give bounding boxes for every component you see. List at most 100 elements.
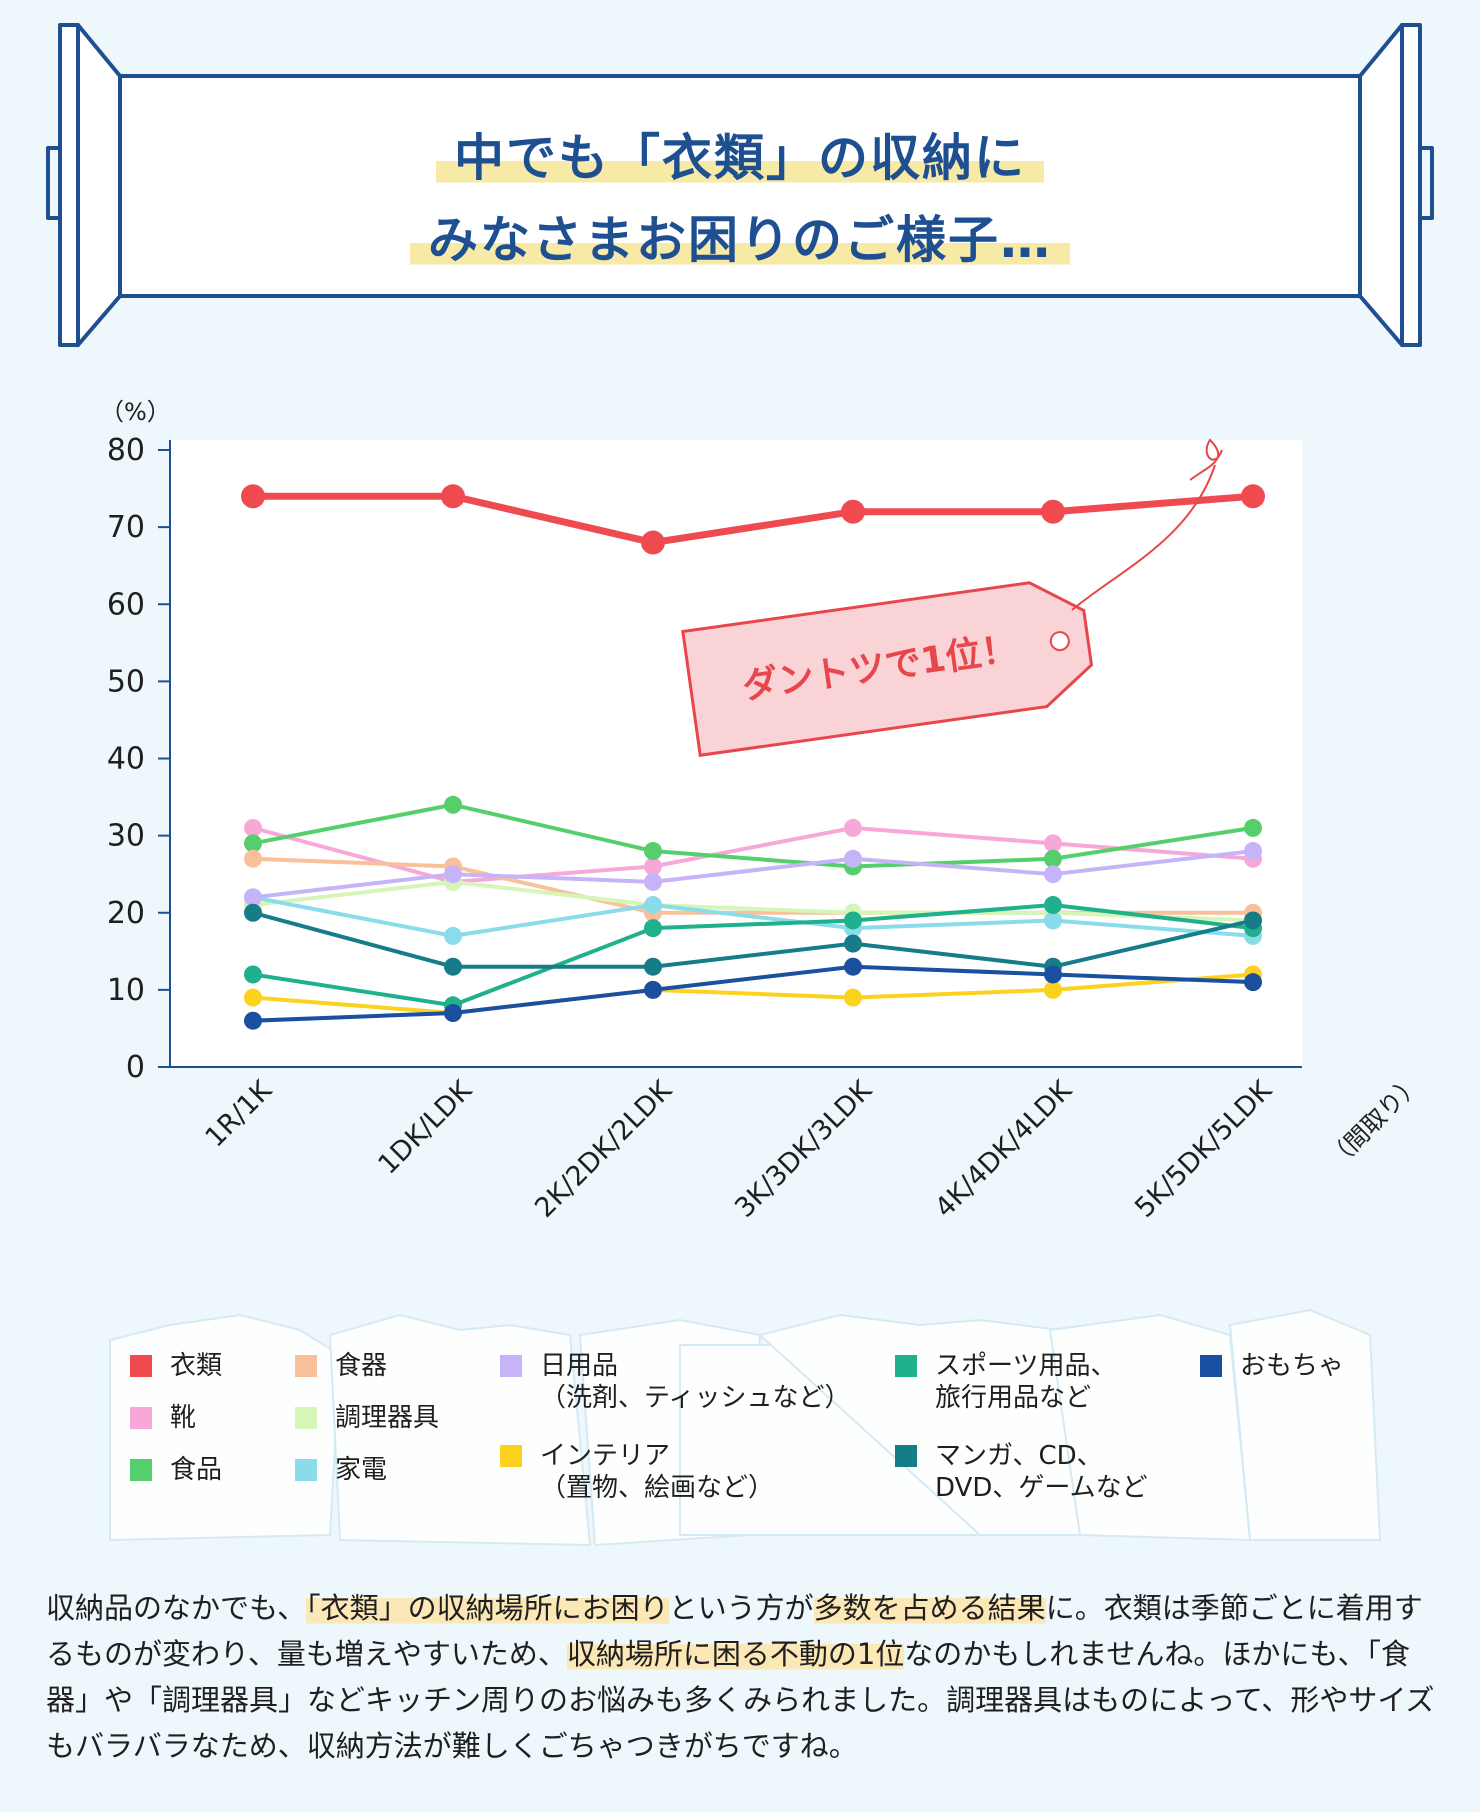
plot-area [170, 440, 1302, 1067]
series-7-point-3 [844, 988, 862, 1007]
legend-item: 調理器具 [295, 1402, 439, 1434]
series-7-point-4 [1044, 980, 1062, 999]
legend-item: スポーツ用品、 旅行用品など [895, 1350, 1116, 1414]
legend-item: 食品 [130, 1454, 222, 1486]
body-text-1: 収納品のなかでも、 [46, 1591, 307, 1625]
tag-shape [681, 581, 1094, 757]
series-line-2 [252, 802, 1254, 869]
legend-label-line1: スポーツ用品、 [935, 1351, 1117, 1381]
series-line-7 [252, 972, 1254, 1016]
legend-label-line1: 家電 [335, 1455, 388, 1485]
series-5-point-4 [1044, 911, 1062, 930]
series-0-point-2 [641, 530, 665, 555]
series-2-point-4 [1044, 849, 1062, 868]
y-tick-label-80: 80 [107, 433, 145, 468]
legend-item: 靴 [130, 1402, 196, 1434]
legend-label-line1: 食品 [170, 1455, 223, 1485]
legend-label: おもちゃ [1240, 1350, 1344, 1382]
legend-item: 日用品 （洗剤、ティッシュなど） [500, 1350, 850, 1414]
legend-label: 家電 [335, 1454, 387, 1486]
legend-label: インテリア （置物、絵画など） [540, 1440, 774, 1504]
body-highlight-1: 「衣類」の収納場所にお困り [306, 1591, 669, 1625]
title-line-1: 中でも「衣類」の収納に [0, 118, 1480, 190]
series-6-point-3 [844, 849, 862, 868]
y-tick-label-70: 70 [107, 510, 145, 545]
y-tick-label-0: 0 [126, 1050, 145, 1085]
body-highlight-2: 多数を占める結果 [813, 1591, 1046, 1625]
series-0-point-3 [841, 499, 865, 524]
series-line-0 [253, 492, 1254, 547]
legend-swatch [130, 1355, 152, 1377]
series-8-point-4 [1044, 896, 1062, 915]
body-text-3: に。衣類は季節ごとに着用するものが変わり、量も増えやすいため、 [46, 1591, 1423, 1671]
series-6-point-5 [1244, 842, 1262, 861]
legend-swatch [130, 1459, 152, 1481]
title-line-2: みなさまお困りのご様子… [0, 200, 1480, 272]
series-10-point-5 [1244, 973, 1262, 992]
series-1-point-3 [844, 818, 862, 837]
legend-label-line1: 食器 [335, 1351, 388, 1381]
series-1-point-0 [244, 818, 262, 837]
title-banner [46, 23, 1434, 347]
series-3-point-0 [244, 849, 262, 868]
legend-label: 調理器具 [335, 1402, 439, 1434]
body-text-4: なのかもしれませんね。ほかにも、「食器」や「調理器具」などキッチン周りのお悩みも… [46, 1637, 1435, 1763]
series-0-point-1 [441, 484, 465, 509]
series-0-point-5 [1241, 484, 1265, 509]
legend-label-line1: インテリア [540, 1441, 671, 1471]
legend-swatch [1200, 1355, 1222, 1377]
legend-item: インテリア （置物、絵画など） [500, 1440, 774, 1504]
legend-swatch [130, 1407, 152, 1429]
x-tick-label-4: 4K/4DK/4LDK [929, 1074, 1079, 1224]
legend-label-line2: （洗剤、ティッシュなど） [540, 1383, 851, 1413]
series-8-point-2 [644, 919, 662, 938]
legend-label: スポーツ用品、 旅行用品など [935, 1350, 1116, 1414]
y-tick-label-50: 50 [107, 664, 145, 699]
series-7-point-0 [244, 988, 262, 1007]
series-9-point-1 [444, 957, 462, 976]
legend-label: 靴 [170, 1402, 196, 1434]
series-8-point-0 [244, 965, 262, 984]
legend-label-line1: マンガ、CD、 [935, 1441, 1103, 1471]
series-0-point-4 [1041, 499, 1065, 524]
legend-label-line2: 旅行用品など [935, 1383, 1092, 1413]
legend-swatch [295, 1459, 317, 1481]
legend-label-line1: 日用品 [540, 1351, 619, 1381]
legend-background-shirts [109, 1308, 1382, 1547]
x-tick-label-0: 1R/1K [200, 1074, 279, 1153]
series-line-1 [252, 825, 1254, 884]
legend-label: 食器 [335, 1350, 387, 1382]
series-line-8 [252, 903, 1254, 1008]
legend-label-line1: 靴 [170, 1403, 197, 1433]
series-line-5 [252, 895, 1254, 938]
body-paragraph: 収納品のなかでも、「衣類」の収納場所にお困りという方が多数を占める結果に。衣類は… [46, 1585, 1446, 1769]
y-tick-label-40: 40 [107, 742, 145, 777]
legend-item: 衣類 [130, 1350, 222, 1382]
legend-item: 食器 [295, 1350, 387, 1382]
scroll-frame [46, 23, 1434, 347]
legend-label-line1: 調理器具 [335, 1403, 440, 1433]
legend-label-line2: （置物、絵画など） [540, 1473, 775, 1503]
y-tick-label-30: 30 [107, 819, 145, 854]
series-line-4 [252, 879, 1254, 923]
x-tick-label-1: 1DK/LDK [372, 1074, 478, 1180]
series-1-point-4 [1044, 834, 1062, 853]
legend-item: おもちゃ [1200, 1350, 1344, 1382]
series-6-point-4 [1044, 865, 1062, 884]
first-place-tag: ダントツで1位！ [681, 581, 1094, 757]
series-2-point-1 [444, 795, 462, 814]
series-9-point-0 [244, 903, 262, 922]
series-8-point-3 [844, 911, 862, 930]
x-tick-label-3: 3K/3DK/3LDK [729, 1074, 879, 1224]
legend-label: 衣類 [170, 1350, 222, 1382]
body-highlight-3: 収納場所に困る不動の1位 [566, 1637, 905, 1671]
legend-label: 食品 [170, 1454, 222, 1486]
series-0-point-0 [241, 484, 265, 509]
series-2-point-5 [1244, 818, 1262, 837]
x-tick-label-5: 5K/5DK/5LDK [1129, 1074, 1279, 1224]
series-line-6 [252, 849, 1254, 900]
y-tick-label-60: 60 [107, 587, 145, 622]
legend-swatch [895, 1445, 917, 1467]
legend-item: マンガ、CD、 DVD、ゲームなど [895, 1440, 1148, 1504]
series-1-point-2 [644, 857, 662, 876]
